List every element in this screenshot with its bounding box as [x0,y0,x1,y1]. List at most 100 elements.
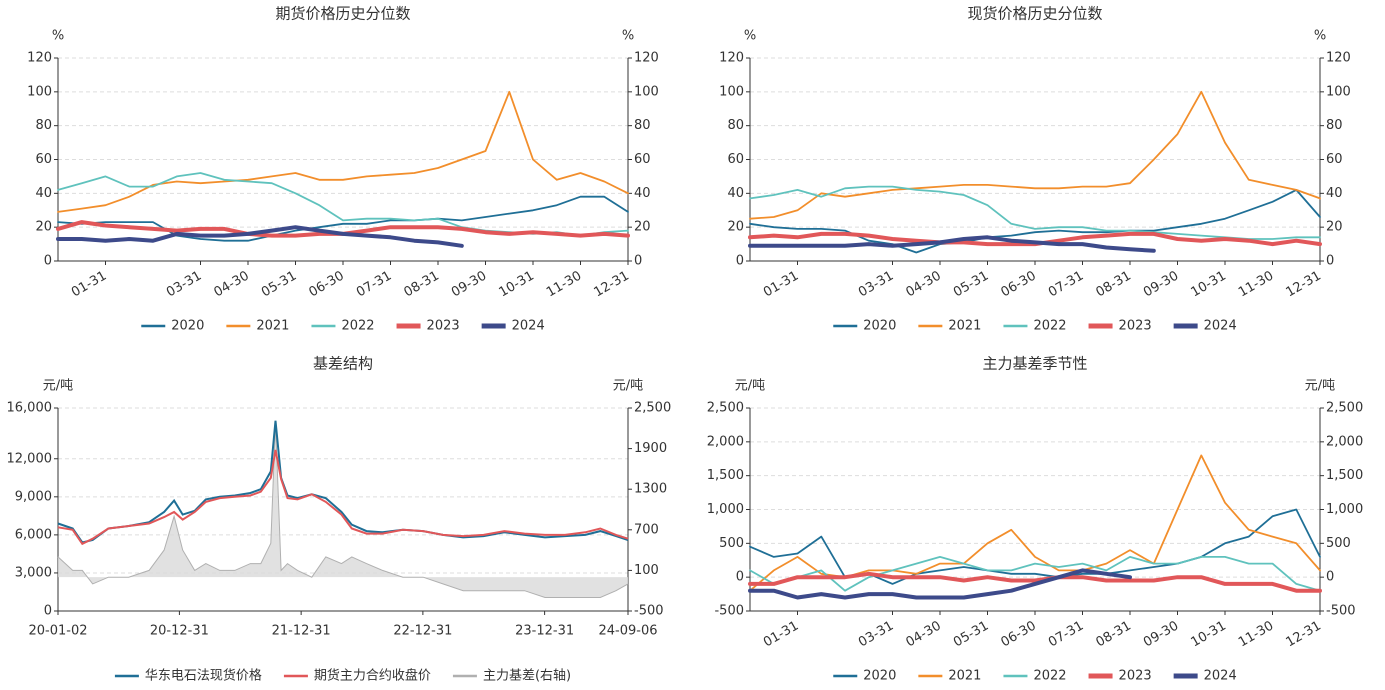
y2-tick-label: 1300 [634,482,667,497]
y-tick-label: 100 [27,84,52,99]
x-tick-label: 06-30 [999,619,1039,651]
y2-tick-label: 60 [634,152,651,167]
x-tick-label: 20-12-31 [150,624,209,639]
y2-tick-label: 80 [1326,118,1343,133]
y-tick-label: 120 [719,51,744,66]
y-axis-unit: 元/吨 [43,379,73,394]
y2-tick-label: 1,500 [1326,468,1363,483]
basis-area [58,421,628,598]
x-tick-label: 04-30 [904,619,944,651]
y-tick-label: 16,000 [7,401,53,416]
y2-tick-label: 1,000 [1326,502,1363,517]
chart-title: 现货价格历史分位数 [967,5,1102,23]
legend-label: 2023 [427,319,460,334]
legend-label: 2021 [948,669,981,684]
y-axis-unit: 元/吨 [735,379,765,394]
x-tick-label: 09-30 [1141,619,1181,651]
y-tick-label: 0 [44,254,52,269]
y-tick-label: 2,000 [707,434,744,449]
series-line [749,189,1321,254]
y-tick-label: 20 [35,220,52,235]
y2-tick-label: 80 [634,118,651,133]
y2-tick-label: 40 [634,186,651,201]
y2-axis-unit: % [1314,29,1326,44]
legend-label: 期货主力合约收盘价 [314,668,431,684]
legend-label: 2021 [948,319,981,334]
y-tick-label: 40 [727,186,744,201]
series-line [57,195,629,242]
y2-tick-label: 120 [634,51,659,66]
x-tick-label: 06-30 [999,269,1039,301]
y2-axis-unit: 元/吨 [613,379,643,394]
series-line [748,568,1132,600]
y2-tick-label: 40 [1326,186,1343,201]
y-tick-label: 1,500 [707,468,744,483]
legend-label: 2022 [341,319,374,334]
x-tick-label: 04-30 [904,269,944,301]
chart-title: 基差结构 [313,355,373,373]
x-tick-label: 05-31 [951,619,991,651]
y-tick-label: 0 [44,604,52,619]
x-tick-label: 10-31 [1189,619,1229,651]
y2-tick-label: 20 [634,220,651,235]
series-line [748,235,1156,253]
y-tick-label: 12,000 [7,451,53,466]
y2-tick-label: 2,000 [1326,434,1363,449]
y-tick-label: 20 [727,220,744,235]
x-tick-label: 07-31 [354,269,394,301]
legend-label: 2023 [1119,669,1152,684]
y2-tick-label: 100 [1326,84,1351,99]
x-tick-label: 08-31 [1094,619,1134,651]
x-tick-label: 08-31 [1094,269,1134,301]
y-tick-label: 100 [719,84,744,99]
y2-tick-label: 500 [1326,536,1351,551]
x-tick-label: 12-31 [1284,619,1324,651]
x-tick-label: 04-30 [212,269,252,301]
x-tick-label: 23-12-31 [515,624,574,639]
y-tick-label: 3,000 [15,565,52,580]
x-tick-label: 07-31 [1046,269,1086,301]
legend-label: 2022 [1033,319,1066,334]
y2-tick-label: 20 [1326,220,1343,235]
y2-tick-label: 100 [634,563,659,578]
series-line [57,449,629,546]
x-tick-label: 10-31 [1189,269,1229,301]
legend-label: 2024 [1204,669,1237,684]
series-line [749,90,1321,220]
y-tick-label: 0 [736,254,744,269]
legend-label: 2020 [863,319,896,334]
y2-tick-label: 2,500 [1326,401,1363,416]
x-tick-label: 21-12-31 [272,624,331,639]
y2-tick-label: 0 [634,254,642,269]
y-tick-label: 6,000 [15,527,52,542]
legend-label: 华东电石法现货价格 [145,668,262,684]
series-line [749,556,1321,592]
y-axis-unit: % [52,29,64,44]
x-tick-label: 07-31 [1046,619,1086,651]
y-tick-label: 2,500 [707,401,744,416]
x-tick-label: 11-30 [544,269,584,301]
x-tick-label: 10-31 [497,269,537,301]
x-tick-label: 03-31 [856,619,896,651]
y-tick-label: 500 [719,536,744,551]
x-tick-label: 05-31 [259,269,299,301]
y2-tick-label: 1900 [634,441,667,456]
legend-label: 2020 [171,319,204,334]
legend-label: 主力基差(右轴) [483,669,571,684]
series-line [749,508,1321,585]
y2-tick-label: 2,500 [634,401,671,416]
x-tick-label: 01-31 [761,269,801,301]
legend-label: 2022 [1033,669,1066,684]
y-tick-label: 40 [35,186,52,201]
x-tick-label: 01-31 [69,269,109,301]
y-tick-label: 60 [35,152,52,167]
y2-tick-label: 60 [1326,152,1343,167]
x-tick-label: 09-30 [1141,269,1181,301]
y2-tick-label: 0 [1326,570,1334,585]
y-tick-label: -500 [714,604,744,619]
x-tick-label: 01-31 [761,619,801,651]
y2-axis-unit: % [622,29,634,44]
y-tick-label: 80 [35,118,52,133]
x-tick-label: 05-31 [951,269,991,301]
